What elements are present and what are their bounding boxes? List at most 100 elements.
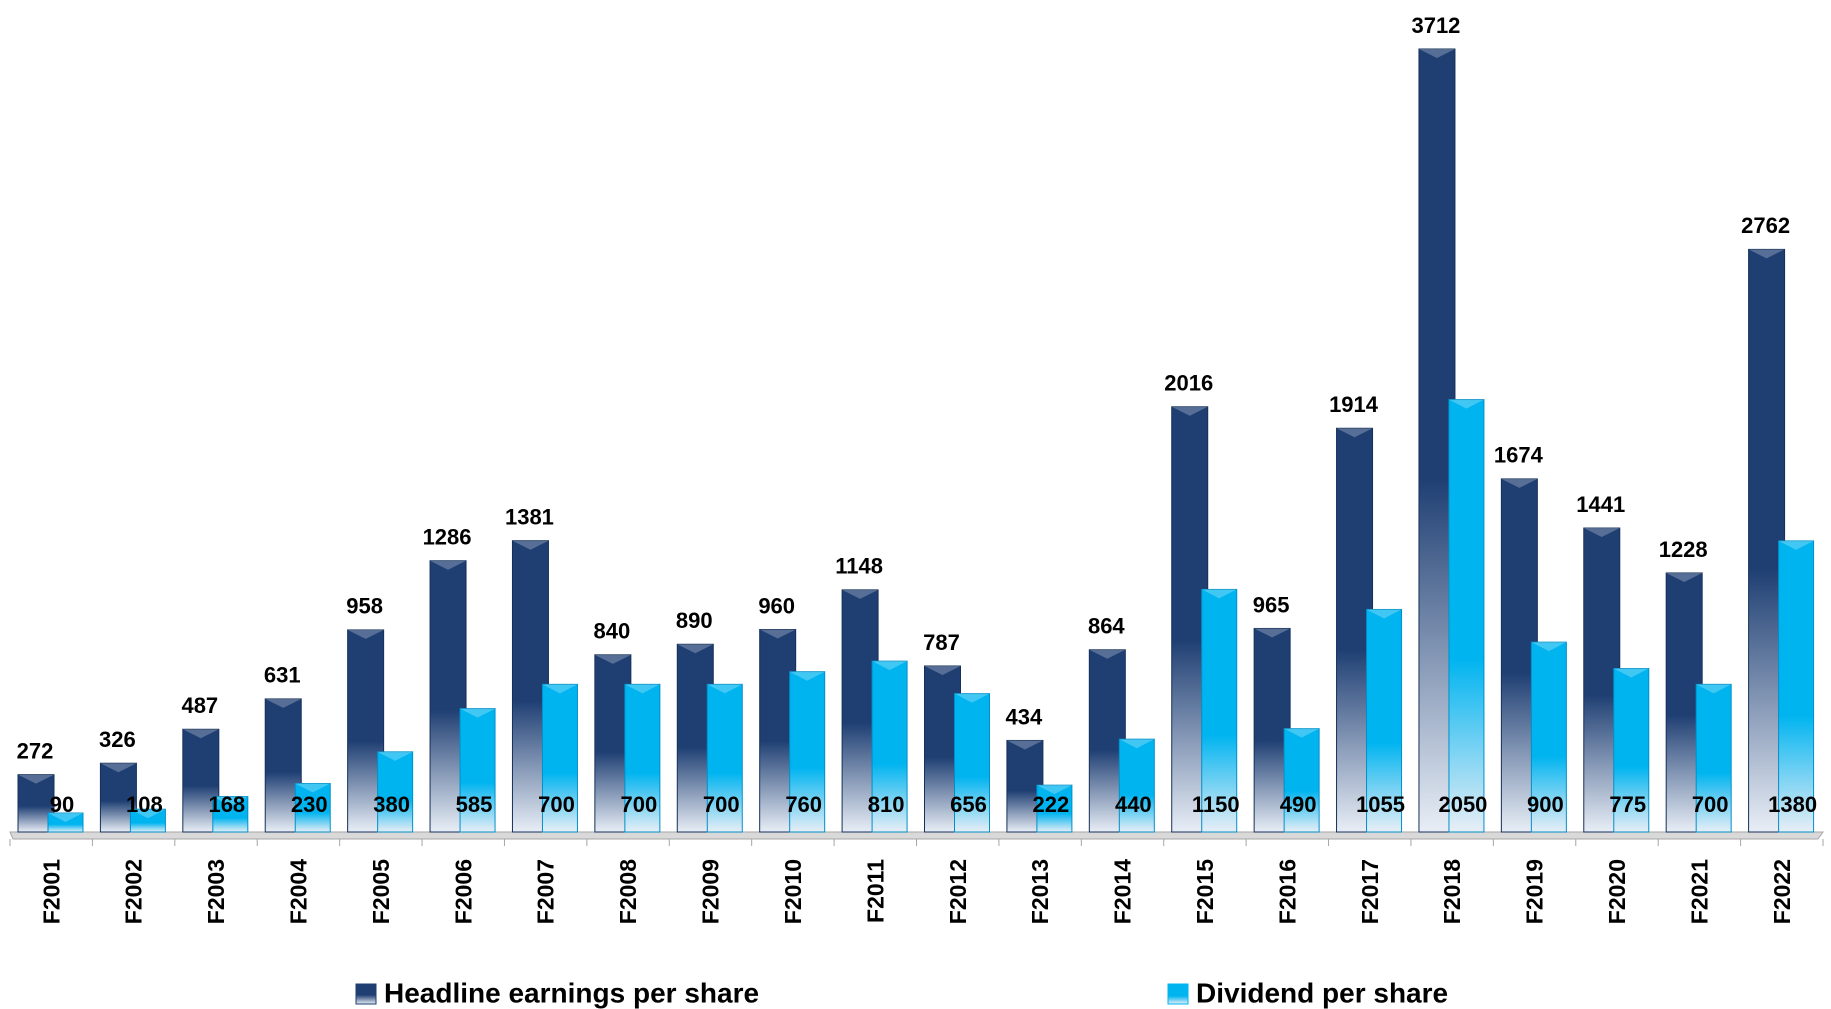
x-tick-label: F2022 xyxy=(1769,859,1795,924)
value-label: 958 xyxy=(346,594,383,619)
value-label: 864 xyxy=(1088,614,1125,639)
bar xyxy=(1283,728,1320,833)
bar-cap xyxy=(18,774,54,784)
bar-cap xyxy=(1201,589,1237,599)
value-label: 326 xyxy=(99,727,136,752)
value-label: 230 xyxy=(291,792,328,817)
bar-cap xyxy=(1613,668,1649,678)
bar-cap xyxy=(624,684,660,694)
bar-cap xyxy=(924,665,961,675)
bar-cap xyxy=(1666,572,1703,582)
bar-cap xyxy=(48,813,83,823)
x-tick-label: F2021 xyxy=(1686,859,1712,924)
value-label: 222 xyxy=(1033,792,1070,817)
value-label: 1148 xyxy=(835,554,883,579)
value-label: 1914 xyxy=(1329,392,1379,417)
bar-cap xyxy=(759,629,796,639)
value-label: 2762 xyxy=(1741,213,1790,238)
bar-cap xyxy=(1171,406,1208,416)
bar-cap xyxy=(1531,642,1567,652)
x-tick-label: F2016 xyxy=(1274,859,1300,924)
bar xyxy=(129,808,166,833)
bar-cap xyxy=(594,654,631,664)
value-label: 1380 xyxy=(1768,792,1817,817)
value-label: 890 xyxy=(676,608,713,633)
bar-cap xyxy=(677,644,714,654)
value-label: 2016 xyxy=(1164,371,1213,396)
x-tick-label: F2007 xyxy=(533,859,559,924)
value-label: 1286 xyxy=(423,525,472,550)
value-label: 1674 xyxy=(1494,443,1544,468)
bar xyxy=(294,782,331,833)
bar-cap xyxy=(542,684,578,694)
bar xyxy=(212,796,249,833)
x-tick-label: F2006 xyxy=(450,859,476,924)
floor xyxy=(9,831,1824,840)
x-tick-label: F2001 xyxy=(38,859,64,924)
bar-cap xyxy=(100,763,137,773)
bar-cap xyxy=(377,751,413,761)
value-label: 1055 xyxy=(1356,792,1405,817)
bar-cap xyxy=(1336,428,1373,438)
bar-cap xyxy=(1778,540,1814,550)
value-label: 487 xyxy=(181,693,218,718)
value-label: 960 xyxy=(758,593,795,618)
bar-cap xyxy=(872,661,908,671)
bar xyxy=(1036,784,1073,833)
value-label: 380 xyxy=(373,792,410,817)
bar-cap xyxy=(347,629,384,639)
value-label: 90 xyxy=(50,792,74,817)
x-tick-label: F2012 xyxy=(945,859,971,924)
x-tick-label: F2019 xyxy=(1522,859,1548,924)
value-label: 810 xyxy=(868,792,905,817)
x-tick-label: F2017 xyxy=(1357,859,1383,924)
bar xyxy=(541,683,578,833)
value-label: 1228 xyxy=(1659,537,1708,562)
bar xyxy=(17,774,55,833)
x-tick-label: F2011 xyxy=(862,859,888,923)
x-tick-label: F2010 xyxy=(780,859,806,924)
value-label: 965 xyxy=(1253,592,1290,617)
bar-cap xyxy=(707,684,743,694)
bar xyxy=(1448,399,1485,833)
bar-cap xyxy=(1748,249,1785,259)
bar xyxy=(1530,641,1567,833)
bar xyxy=(706,683,743,833)
bar-cap xyxy=(789,671,825,681)
value-label: 840 xyxy=(594,619,631,644)
value-label: 787 xyxy=(923,630,960,655)
value-label: 631 xyxy=(264,663,301,688)
value-label: 760 xyxy=(785,792,822,817)
x-tick-label: F2003 xyxy=(203,859,229,924)
bar xyxy=(47,812,84,833)
bar xyxy=(871,660,908,833)
bar-cap xyxy=(842,589,879,599)
x-tick-label: F2020 xyxy=(1604,859,1630,924)
bar-cap xyxy=(1119,739,1155,749)
value-label: 1441 xyxy=(1576,492,1625,517)
value-label: 272 xyxy=(17,738,54,763)
x-tick-label: F2004 xyxy=(286,859,312,924)
value-label: 440 xyxy=(1115,792,1152,817)
bar-cap xyxy=(295,783,331,793)
bar-cap xyxy=(1418,49,1455,58)
bar xyxy=(1613,668,1650,833)
value-label: 1381 xyxy=(505,505,554,530)
bar-cap xyxy=(1006,740,1043,750)
x-tick-label: F2005 xyxy=(368,859,394,924)
legend-label: Headline earnings per share xyxy=(384,977,759,1008)
bar-cap xyxy=(212,796,248,806)
value-label: 585 xyxy=(456,792,493,817)
x-tick-label: F2002 xyxy=(121,859,147,924)
value-label: 656 xyxy=(950,792,987,817)
value-label: 434 xyxy=(1006,704,1043,729)
x-tick-label: F2013 xyxy=(1027,859,1053,924)
bar-cap xyxy=(1583,528,1620,538)
legend-marker xyxy=(355,983,377,1005)
value-label: 168 xyxy=(208,792,245,817)
x-tick-label: F2014 xyxy=(1110,859,1136,924)
value-label: 1150 xyxy=(1192,792,1240,817)
bar-cap xyxy=(130,809,166,819)
bar-cap xyxy=(1501,478,1538,488)
